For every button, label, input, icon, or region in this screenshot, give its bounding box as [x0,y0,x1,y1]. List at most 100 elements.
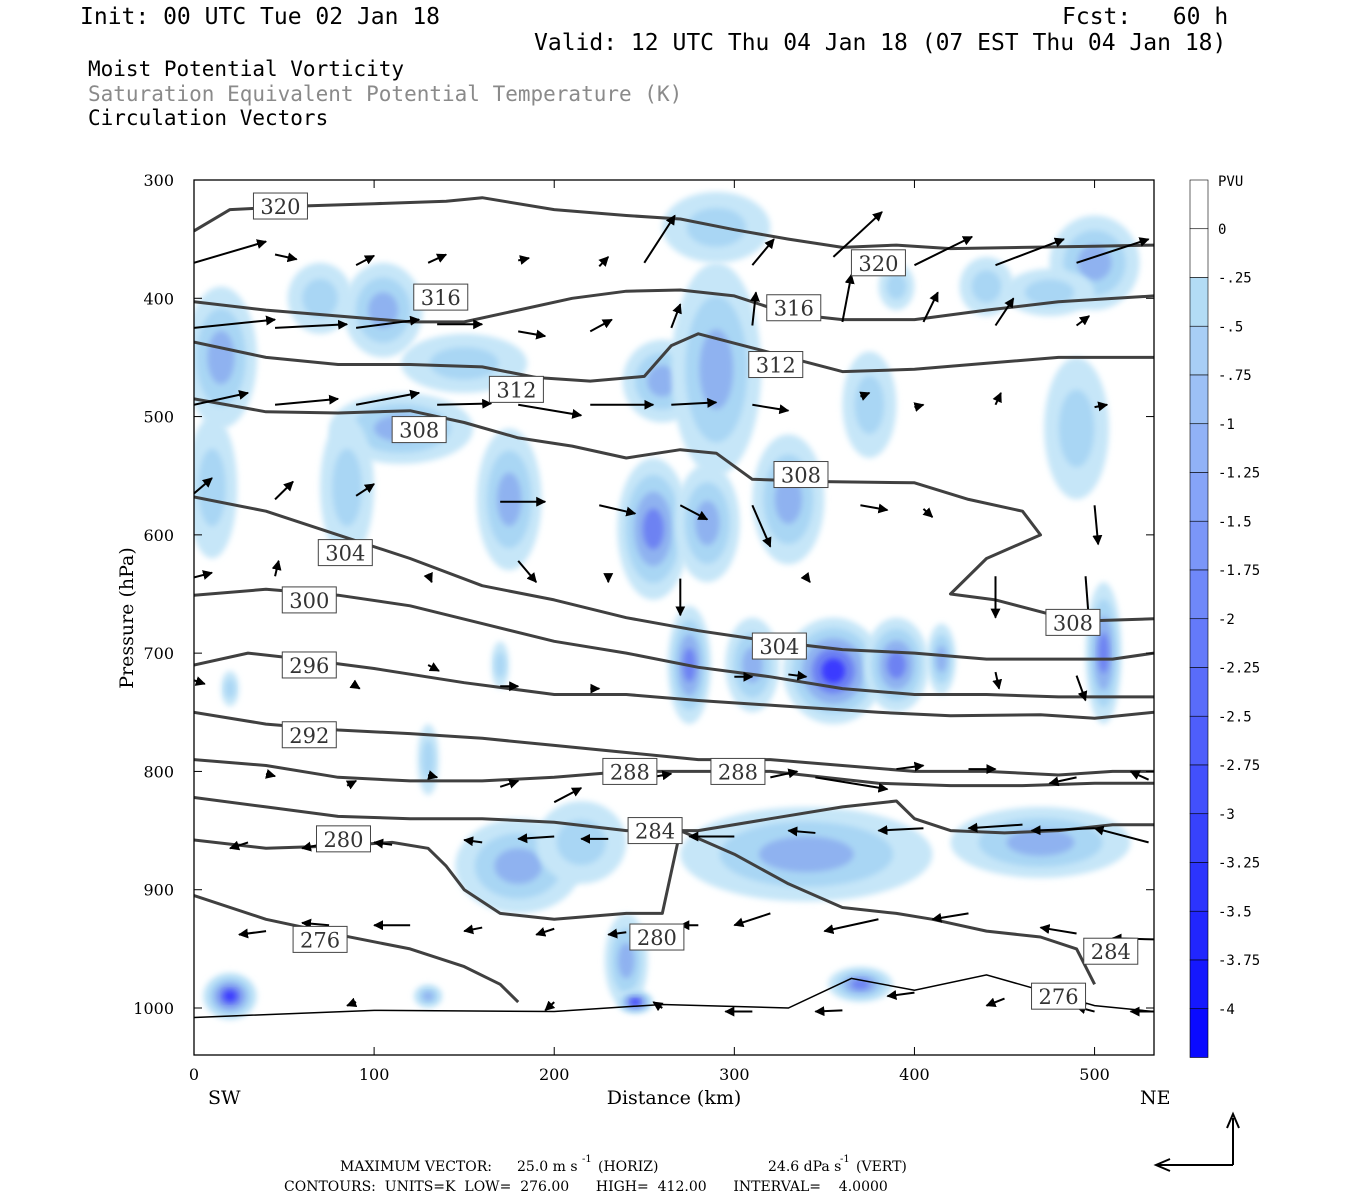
colorbar-segment-7 [1189,520,1209,571]
vector-16 [518,329,547,340]
vector-45 [1092,505,1103,546]
vector-46 [194,570,213,580]
vector-19 [750,291,760,326]
contour-label-box-18 [315,825,371,853]
y-tick-label-700: 700 [143,644,174,663]
contour-label-box-3 [766,294,822,322]
vector-25 [274,394,340,406]
vector-100 [346,997,358,1007]
vector-49 [517,560,537,583]
y-tick-label-600: 600 [143,526,174,545]
vector-70 [770,768,799,779]
x-tick-label-300: 300 [719,1065,750,1084]
vector-105 [886,990,915,1000]
contour-label-box-14 [602,757,658,785]
field-title-mpv: Moist Potential Vorticity [88,57,405,81]
contour-label-box-7 [773,461,829,489]
pv-blob-25-level-2 [936,645,947,673]
contour-label-17: 284 [1091,940,1131,964]
pv-blob-16-level-1 [971,270,1002,303]
x-axis-label: Distance (km) [607,1087,742,1109]
footer-vert-unit: (VERT) [856,1159,907,1175]
forecast-hour: Fcst: 60 h [1062,4,1229,30]
colorbar-segment-12 [1189,764,1209,815]
field-title-theta-es: Saturation Equivalent Potential Temperat… [88,82,683,106]
colorbar-segment-16 [1189,959,1209,1010]
vector-3 [427,253,448,264]
y-tick-label-300: 300 [143,171,174,190]
contour-label-19: 280 [637,926,677,950]
vector-7 [751,238,775,266]
vector-89 [301,918,330,929]
vector-47 [271,559,282,577]
colorbar-label-1: -.25 [1218,271,1252,287]
contour-label-box-8 [1045,608,1101,636]
vector-34 [992,392,1002,406]
contour-label-15: 288 [718,760,758,784]
contour-label-box-15 [710,757,766,785]
y-tick-label-400: 400 [143,289,174,308]
footer-contours: CONTOURS: UNITS=K LOW= 276.00 HIGH= 412.… [284,1179,888,1195]
vector-85 [967,822,1023,833]
colorbar-label-15: -3.75 [1218,953,1260,969]
y-axis-label: Pressure (hPa) [116,547,138,689]
colorbar-segment-1 [1189,228,1209,278]
vector-76 [229,840,249,851]
vector-28 [518,403,583,419]
colorbar-segment-3 [1189,325,1209,376]
vector-24 [194,389,250,406]
footer-horiz-value: 25.0 m s [517,1159,578,1175]
contour-label-box-19 [629,923,685,951]
colorbar-segment-13 [1189,813,1209,863]
pv-blob-4-level-1 [429,347,499,380]
vector-31 [752,403,790,415]
colorbar-segment-14 [1189,862,1209,912]
colorbar-label-13: -3.25 [1218,856,1260,872]
vector-61 [788,670,808,681]
contour-label-box-1 [850,249,906,277]
contour-label-box-11 [281,586,337,614]
vector-56 [349,679,361,690]
colorbar-label-10: -2.5 [1218,709,1252,725]
pv-blob-26-level-2 [494,848,542,884]
vector-93 [607,928,627,939]
pv-blob-30-level-2 [618,942,635,979]
contour-label-6: 308 [399,419,439,443]
contour-label-11: 300 [289,589,329,613]
pv-blob-35-level-1 [422,740,435,779]
colorbar-segment-4 [1189,374,1209,425]
colorbar-segment-17 [1189,1008,1209,1058]
contour-label-14: 288 [610,760,650,784]
contour-line-312 [194,332,1154,383]
vector-62 [992,671,1003,690]
pv-blob-32-level-2 [422,991,434,1001]
vector-44 [922,507,934,518]
x-tick-label-200: 200 [539,1065,570,1084]
pv-blob-13-level-1 [854,375,885,434]
vector-37 [274,480,294,501]
end-label-ne: NE [1140,1087,1171,1109]
footer-vert-value: 24.6 dPa s [768,1159,841,1175]
colorbar-label-5: -1.25 [1218,466,1260,482]
contour-label-21: 276 [1038,985,1078,1009]
contour-label-box-0 [252,192,308,220]
colorbar-label-8: -2 [1218,612,1235,628]
pv-blob-31-level-4 [223,990,237,1002]
vector-12 [194,315,277,329]
colorbar-label-3: -.75 [1218,368,1252,384]
footer-horiz-exp: -1 [582,1154,592,1165]
contour-label-8: 308 [1053,611,1093,635]
y-tick-label-800: 800 [143,762,174,781]
vector-98 [1039,924,1077,935]
vector-26 [355,389,421,406]
contour-label-box-21 [1031,982,1087,1010]
contour-label-5: 312 [756,354,796,378]
contour-line-316 [194,288,1154,324]
valid-time: Valid: 12 UTC Thu 04 Jan 18 (07 EST Thu … [534,30,1227,56]
colorbar-label-11: -2.75 [1218,758,1260,774]
vector-64 [265,769,277,779]
contour-label-box-16 [627,817,683,845]
contour-line-280 [194,829,1096,985]
vector-21 [922,291,939,323]
colorbar-segment-8 [1189,569,1209,620]
